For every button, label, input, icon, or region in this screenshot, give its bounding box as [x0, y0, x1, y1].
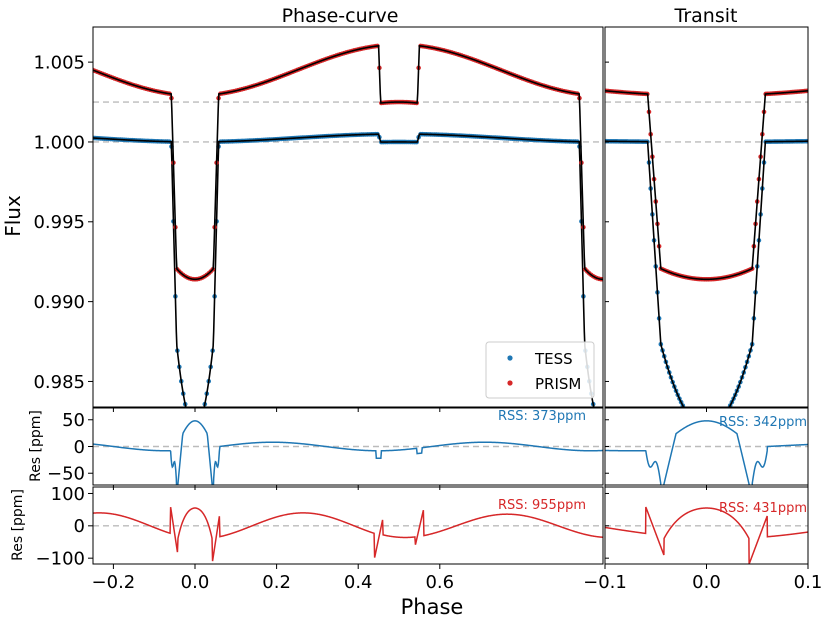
transit-tess-points	[605, 138, 808, 431]
transit-xtick-label: −0.1	[583, 572, 627, 593]
prism-residuals-ytick-label: 0	[74, 516, 85, 537]
transit-tess-point	[703, 426, 708, 431]
legend-box	[485, 341, 595, 399]
phase-curve-tess-point	[199, 417, 204, 422]
phase-curve-xtick-label: 0.4	[344, 572, 373, 593]
phase-curve-tess-point	[187, 417, 192, 422]
phase-curve-tess-point	[185, 410, 190, 415]
legend-marker-prism	[507, 380, 513, 386]
tess-res-axis-label: Res [ppm]	[28, 410, 44, 482]
phase-curve-xtick-label: 0.2	[262, 572, 291, 593]
tess-residuals-ytick-label: −50	[47, 464, 85, 485]
transit-tess-point	[713, 423, 718, 428]
transit-tess-point	[725, 409, 730, 414]
legend-label-tess: TESS	[534, 350, 573, 368]
prism-residuals-line	[93, 507, 603, 562]
phase-curve-tess-point	[593, 410, 598, 415]
phase-curve-prism-points	[93, 43, 603, 282]
transit-prism-model-line	[605, 89, 808, 281]
rss-tess-transit-annotation: RSS: 342ppm	[719, 415, 807, 430]
phase-curve-flux-frame	[92, 26, 604, 408]
transit-tess-model-line	[605, 140, 808, 407]
legend: TESS PRISM	[485, 341, 595, 399]
transit-tess-point	[706, 426, 711, 431]
transit-tess-point	[689, 416, 694, 421]
transit-tess-point	[704, 426, 709, 431]
phase-curve-xtick-label: −0.2	[92, 572, 136, 593]
phase-curve-series	[93, 43, 603, 431]
tess-residuals-ytick-label: 0	[74, 437, 85, 458]
flux-ytick-label: 0.995	[33, 212, 85, 233]
transit-title: Transit	[674, 5, 738, 27]
rss-prism-transit-annotation: RSS: 431ppm	[719, 501, 807, 516]
phase-curve-xtick-label: 0.0	[181, 572, 210, 593]
transit-tess-point	[686, 412, 691, 417]
transit-xtick-label: 0.1	[794, 572, 823, 593]
prism-residuals-ytick-label: 100	[51, 484, 85, 505]
transit-tess-point	[699, 425, 704, 430]
phase-curve-tess-point	[597, 422, 602, 427]
flux-ytick-label: 0.990	[33, 292, 85, 313]
transit-series	[605, 88, 808, 431]
phase-curve-tess-point	[193, 426, 198, 431]
flux-ytick-label: 1.005	[33, 52, 85, 73]
prism-residuals-phase-series	[93, 507, 603, 562]
transit-tess-point	[701, 425, 706, 430]
transit-tess-point	[711, 424, 716, 429]
transit-tess-point	[708, 425, 713, 430]
prism-residuals-ytick-label: −100	[36, 548, 85, 569]
tess-residuals-ytick-label: 50	[62, 410, 85, 431]
tess-residuals-transit-series	[605, 420, 808, 485]
transit-tess-point	[696, 423, 701, 428]
prism-residuals-transit-series	[605, 506, 808, 564]
phase-curve-tess-point	[595, 417, 600, 422]
plot-area: 0.985 0.990 0.995 1.000 1.005 −50 0 50 −100 0 100 −…	[33, 26, 823, 593]
transit-tess-point	[697, 424, 702, 429]
prism-residuals-line	[605, 506, 808, 564]
flux-ytick-label: 1.000	[33, 132, 85, 153]
transit-flux-frame	[604, 26, 809, 408]
tess-residuals-phase-series	[93, 420, 603, 485]
transit-tess-point	[709, 425, 714, 430]
x-axis-label: Phase	[401, 595, 464, 619]
transit-xtick-label: 0.0	[692, 572, 721, 593]
flux-ytick-label: 0.985	[33, 372, 85, 393]
flux-axis-label: Flux	[1, 195, 25, 237]
phase-curve-tess-points	[93, 131, 602, 431]
phase-curve-tess-point	[191, 425, 196, 430]
tess-residuals-line	[93, 420, 603, 485]
phase-curve-title: Phase-curve	[282, 5, 399, 27]
phase-curve-xtick-label: 0.6	[425, 572, 454, 593]
transit-prism-points	[605, 88, 808, 282]
rss-tess-phase-annotation: RSS: 373ppm	[498, 409, 586, 424]
rss-prism-phase-annotation: RSS: 955ppm	[498, 498, 586, 513]
phase-curve-tess-model-line	[93, 133, 595, 407]
transit-tess-point	[687, 414, 692, 419]
legend-marker-tess	[507, 355, 513, 361]
transit-tess-point	[684, 409, 689, 414]
tess-residuals-line	[605, 420, 808, 485]
phase-curve-prism-model-line	[93, 44, 603, 281]
prism-res-axis-label: Res [ppm]	[10, 489, 26, 561]
phase-curve-tess-point	[195, 425, 200, 430]
legend-label-prism: PRISM	[535, 375, 581, 393]
phase-curve-tess-point	[201, 410, 206, 415]
